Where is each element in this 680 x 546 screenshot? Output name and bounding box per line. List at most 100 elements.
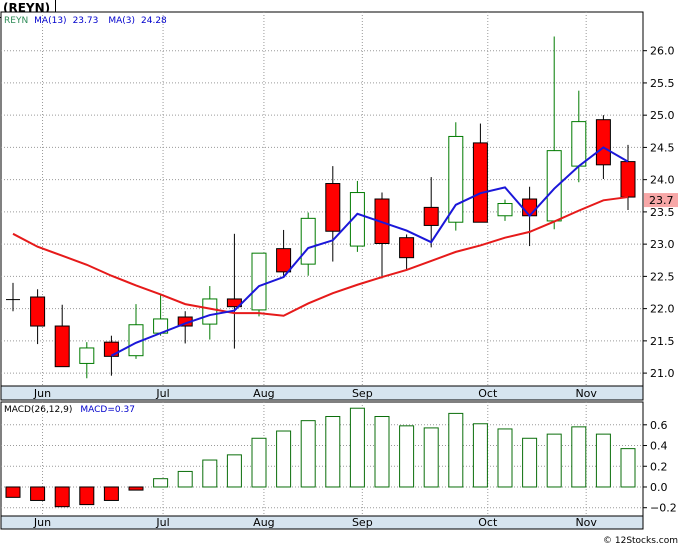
macd-bar-negative	[54, 486, 70, 508]
macd-tick-label: −0.2	[650, 502, 677, 515]
candle-body-down	[325, 183, 341, 232]
price-legend-item: MA(3)	[108, 16, 135, 26]
macd-bar-positive	[546, 433, 562, 488]
macd-tick-label: 0.4	[650, 440, 668, 453]
macd-legend-item: MACD(26,12,9)	[4, 405, 72, 415]
candle	[571, 90, 587, 183]
candle-body-up	[202, 298, 218, 325]
price-tick-label: 23.5	[650, 206, 675, 219]
candle-body-down	[472, 142, 488, 223]
candle	[423, 177, 439, 248]
macd-month-label: Aug	[253, 516, 274, 529]
macd-bar-positive	[226, 454, 242, 488]
candle-body-up	[251, 252, 267, 311]
macd-bar-negative	[5, 486, 21, 498]
candle-body-down	[276, 248, 292, 273]
macd-tick-label: 0.2	[650, 460, 668, 473]
candle	[472, 123, 488, 223]
macd-tick-label: 0.0	[650, 481, 668, 494]
macd-bar-positive	[251, 437, 267, 488]
candle	[153, 294, 169, 336]
macd-month-label: Nov	[575, 516, 597, 529]
candle-body-up	[546, 150, 562, 222]
macd-bar-positive	[620, 448, 636, 488]
macd-bar-positive	[325, 416, 341, 488]
macd-bar-positive	[423, 427, 439, 488]
macd-bar-negative	[30, 486, 46, 501]
price-tick-label: 25.5	[650, 77, 675, 90]
candle-body-up	[448, 135, 464, 223]
price-tick-label: 24.0	[650, 174, 675, 187]
candle-body-down	[522, 198, 538, 217]
price-month-label: Oct	[478, 387, 498, 400]
macd-month-label: Jun	[33, 516, 51, 529]
candle	[251, 252, 267, 317]
macd-month-label: Sep	[352, 516, 373, 529]
macd-bar-positive	[497, 428, 513, 488]
candle	[6, 282, 20, 312]
candle	[349, 180, 365, 252]
price-month-label: Sep	[352, 387, 373, 400]
macd-bar-positive	[300, 420, 316, 488]
price-tick-label: 22.5	[650, 270, 675, 283]
macd-month-label: Oct	[478, 516, 498, 529]
macd-month-label: Jul	[155, 516, 169, 529]
macd-month-strip	[0, 515, 644, 530]
price-tick-label: 21.5	[650, 335, 675, 348]
macd-bar-positive	[374, 416, 390, 488]
candle	[202, 286, 218, 340]
candle-body-up	[497, 203, 513, 217]
candle	[276, 229, 292, 276]
candle-body-down	[595, 119, 611, 166]
macd-bar-positive	[177, 470, 193, 488]
candle	[54, 304, 70, 368]
candle-body-up	[79, 347, 95, 364]
candle-body-up	[571, 121, 587, 167]
candle-body-down	[399, 237, 415, 259]
price-tick-label: 22.0	[650, 303, 675, 316]
price-tick-label: 25.0	[650, 109, 675, 122]
candle	[325, 166, 341, 262]
macd-bar-negative	[79, 486, 95, 506]
price-tick-label: 23.0	[650, 238, 675, 251]
macd-bar-positive	[522, 437, 538, 488]
candle	[79, 342, 95, 379]
macd-bar-positive	[349, 407, 365, 488]
macd-bar-positive	[153, 478, 169, 488]
macd-bar-positive	[448, 412, 464, 488]
candle	[30, 289, 46, 345]
footer-credit: © 12Stocks.com	[603, 536, 678, 546]
candle	[399, 234, 415, 270]
ma13-line	[12, 196, 629, 317]
candle-body-down	[54, 325, 70, 368]
price-legend-item: MA(13)	[34, 16, 66, 26]
macd-legend-item: MACD=0.37	[80, 405, 135, 415]
price-tick-label: 21.0	[650, 367, 675, 380]
candle	[128, 304, 144, 359]
price-legend-item: REYN	[4, 16, 28, 26]
price-legend-item: 24.28	[141, 16, 167, 26]
macd-tick-label: 0.6	[650, 419, 668, 432]
last-price-label: 23.7	[649, 194, 674, 207]
macd-bar-negative	[128, 486, 144, 491]
macd-bar-negative	[103, 486, 119, 501]
candle	[546, 36, 562, 230]
macd-bar-positive	[202, 459, 218, 488]
price-legend-item: 23.73	[73, 16, 99, 26]
price-month-label: Nov	[575, 387, 597, 400]
price-month-strip	[0, 385, 644, 401]
candle-body-down	[423, 206, 439, 226]
price-tick-label: 26.0	[650, 45, 675, 58]
macd-bar-positive	[571, 426, 587, 488]
macd-bar-positive	[276, 430, 292, 488]
price-tick-label: 24.5	[650, 141, 675, 154]
candle-body-down	[620, 161, 636, 198]
price-month-label: Jun	[33, 387, 51, 400]
candle-body-up	[300, 217, 316, 265]
candle-body-up	[349, 192, 365, 247]
candle-body-down	[30, 296, 46, 327]
ma3-line	[110, 146, 629, 357]
macd-bar-positive	[399, 425, 415, 488]
